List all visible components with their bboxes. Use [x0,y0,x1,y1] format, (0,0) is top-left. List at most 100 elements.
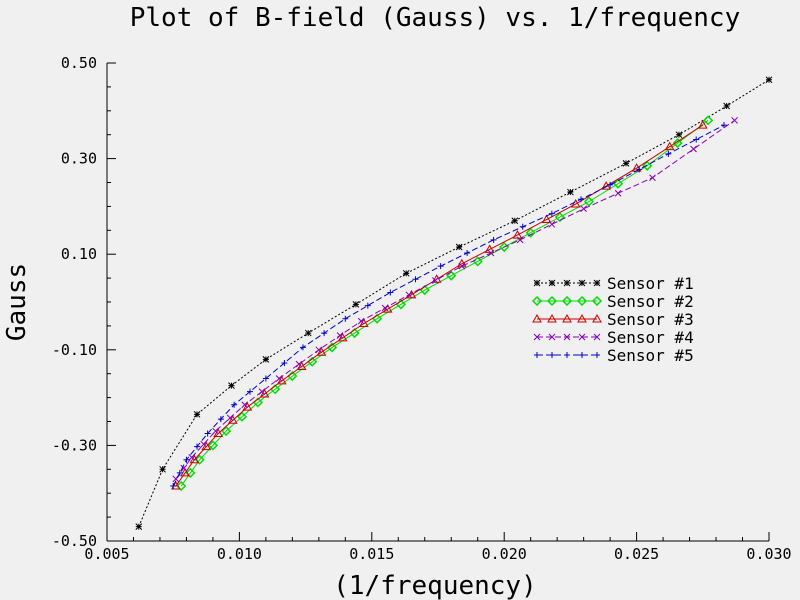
data-point [201,441,212,451]
data-point [579,352,585,358]
data-point [242,402,253,411]
data-point [246,388,253,395]
legend-item-5: Sensor #5 [534,346,694,365]
data-point [567,188,574,196]
data-point [636,166,643,173]
series-line [138,79,770,527]
data-point [315,346,323,354]
data-point [554,212,565,223]
data-point [276,375,287,385]
data-point [221,425,232,437]
series-layer [135,76,773,531]
legend-label: Sensor #2 [607,292,694,311]
data-point [484,244,495,253]
data-point [583,196,594,207]
data-point [437,263,444,270]
data-point [665,150,672,157]
data-point [548,220,556,228]
data-point [720,122,727,129]
data-point [591,295,603,307]
data-point [690,145,697,153]
data-point [213,428,224,437]
data-point [541,214,552,224]
data-point [577,196,584,203]
data-point [364,302,371,309]
data-point [563,333,571,341]
data-point [697,120,708,129]
data-point [580,205,587,213]
data-point [217,416,224,423]
data-point [723,102,730,110]
legend-label: Sensor #5 [607,346,694,365]
x-tick-label: 0.015 [349,545,394,563]
data-point [548,210,555,217]
x-tick-label: 0.025 [614,545,659,563]
data-point [431,277,439,284]
data-point [295,360,303,368]
y-axis-label: Gauss [2,263,32,341]
data-point [547,313,557,323]
data-point [664,141,675,151]
data-point [135,523,143,531]
data-point [693,136,700,143]
data-point [642,160,653,171]
data-point [601,181,612,190]
data-point [649,174,656,182]
data-point [464,250,471,257]
data-point [381,304,389,312]
data-point [200,440,208,448]
data-point [519,223,526,230]
series-1 [135,76,773,531]
data-point [241,401,249,409]
data-point [226,414,234,422]
data-point [532,313,542,323]
data-point [342,315,349,322]
data-point [578,333,586,341]
data-point [490,236,497,243]
data-point [228,382,235,390]
data-point [675,131,683,139]
data-point [546,295,558,307]
data-point [622,160,630,167]
data-point [321,330,328,337]
data-point [533,333,541,341]
data-point [258,388,266,395]
data-point [534,352,540,358]
data-point [531,295,543,307]
data-point [262,375,269,382]
y-tick-label: 0.10 [61,245,97,263]
data-point [412,276,419,283]
y-tick-label: -0.50 [52,532,97,550]
data-point [281,359,288,366]
data-point [405,291,413,299]
data-point [189,454,200,464]
data-point [446,270,457,281]
data-point [487,249,495,257]
data-point [564,352,570,358]
data-point [576,295,588,307]
data-point [512,230,523,239]
axes: 0.005 0.010 0.015 0.020 0.025 0.030 -0.50 -0.30… [52,54,792,563]
data-point [594,352,600,358]
data-point [336,332,344,339]
data-point [592,313,602,323]
x-tick-label: 0.020 [482,545,527,563]
legend-item-3: Sensor #3 [532,310,694,329]
data-point [275,375,283,382]
data-point [236,411,248,422]
series-line [180,119,709,487]
data-point [212,427,219,435]
data-point [188,453,196,461]
data-point [570,199,581,208]
data-point [180,467,190,477]
data-point [357,317,365,325]
data-point [231,401,238,408]
data-point [765,76,773,84]
series-4 [172,117,738,483]
legend-label: Sensor #1 [607,274,694,293]
data-point [607,181,614,188]
data-point [358,318,369,328]
y-tick-label: -0.10 [52,341,97,359]
